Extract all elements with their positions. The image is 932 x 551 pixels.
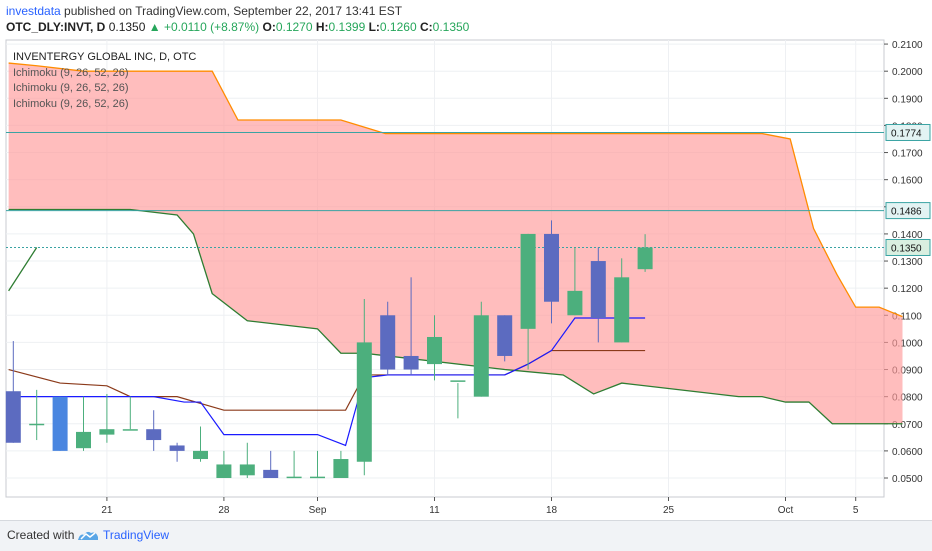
chart-legend: INVENTERGY GLOBAL INC, D, OTC Ichimoku (…	[13, 50, 196, 112]
candle-body	[52, 396, 68, 451]
legend-indicator-1[interactable]: Ichimoku (9, 26, 52, 26)	[13, 66, 129, 79]
candle-body	[637, 247, 653, 270]
price-axis-badge-label: 0.1486	[891, 207, 922, 218]
x-tick-label: Sep	[309, 505, 327, 516]
y-tick-label: 0.0500	[892, 474, 923, 485]
y-tick-label: 0.0700	[892, 420, 923, 431]
legend-title: INVENTERGY GLOBAL INC, D, OTC	[13, 51, 197, 63]
y-tick-label: 0.1700	[892, 149, 923, 160]
x-tick-label: 18	[546, 505, 558, 516]
price-axis-badge	[885, 238, 931, 256]
low-label: L:	[368, 20, 380, 34]
candle-body	[216, 464, 232, 479]
x-tick-label: 21	[101, 505, 113, 516]
x-tick-label: 5	[853, 505, 859, 516]
candle-body	[356, 342, 372, 462]
y-tick-label: 0.0600	[892, 447, 923, 458]
y-tick-label: 0.2100	[892, 40, 923, 51]
candle-body	[5, 391, 21, 443]
tenkan-sen-line	[8, 317, 646, 447]
y-tick-label: 0.1300	[892, 257, 923, 268]
y-tick-label: 0.0800	[892, 393, 923, 404]
last-price: 0.1350	[108, 20, 146, 34]
open-value: 0.1270	[275, 20, 313, 34]
y-tick-label: 0.1400	[892, 230, 923, 241]
candle-body	[497, 315, 513, 356]
price-axis-badge	[885, 123, 931, 141]
candle-body	[239, 464, 255, 476]
senkou-span-b-line	[8, 62, 903, 318]
candle-body	[29, 423, 45, 426]
candle-body	[169, 445, 185, 451]
candle-body	[122, 429, 138, 431]
candle-body	[193, 450, 208, 460]
y-tick-label: 0.1000	[892, 338, 923, 349]
senkou-span-a-line	[8, 208, 903, 425]
open-label: O:	[262, 20, 276, 34]
published-text: published on TradingView.com, September …	[60, 4, 403, 18]
candle-body	[263, 469, 279, 479]
candle-body	[286, 476, 302, 479]
candle-body	[614, 277, 630, 343]
candle-body	[544, 233, 559, 302]
high-value: 0.1399	[328, 20, 366, 34]
y-tick-label: 0.1900	[892, 94, 923, 105]
y-tick-label: 0.1200	[892, 284, 923, 295]
candle-body	[473, 315, 489, 397]
candle-body	[99, 429, 115, 435]
candle-body	[403, 355, 419, 370]
footer-bar: Created with TradingView	[0, 520, 932, 551]
x-tick-label: Oct	[778, 505, 794, 516]
publish-line: investdata published on TradingView.com,…	[6, 4, 402, 18]
candlestick-chart[interactable]: 0.21000.20000.19000.18000.17000.16000.15…	[0, 0, 932, 520]
ichimoku-cloud	[8, 63, 903, 424]
x-tick-label: 28	[218, 505, 230, 516]
symbol-label: OTC_DLY:INVT, D	[6, 20, 106, 34]
price-axis-badge-label: 0.1774	[891, 128, 922, 139]
legend-indicator-2[interactable]: Ichimoku (9, 26, 52, 26)	[13, 82, 129, 94]
created-with-text: Created with	[7, 528, 75, 542]
author-link[interactable]: investdata	[6, 4, 61, 18]
candle-body	[146, 429, 162, 441]
y-tick-label: 0.1600	[892, 176, 923, 187]
legend-indicator-3[interactable]: Ichimoku (9, 26, 52, 26)	[13, 97, 129, 110]
tradingview-logo-icon[interactable]	[76, 529, 100, 543]
candle-body	[450, 380, 466, 382]
price-axis-badge	[885, 202, 931, 220]
y-tick-label: 0.2000	[892, 67, 923, 78]
chart-header: investdata published on TradingView.com,…	[0, 0, 932, 38]
candle-body	[520, 233, 536, 329]
x-tick-label: 25	[663, 505, 675, 516]
y-tick-label: 0.0900	[892, 366, 923, 377]
candle-body	[76, 431, 91, 449]
quote-line: OTC_DLY:INVT, D 0.1350 ▲ +0.0110 (+8.87%…	[6, 20, 469, 34]
candle-body	[333, 459, 349, 479]
candle-body	[310, 476, 325, 479]
close-value: 0.1350	[432, 20, 470, 34]
price-change: ▲ +0.0110 (+8.87%)	[148, 20, 260, 34]
tradingview-brand-link[interactable]: TradingView	[103, 528, 170, 542]
candle-body	[567, 290, 583, 316]
price-axis-badge-label: 0.1350	[891, 243, 922, 254]
close-label: C:	[419, 20, 433, 34]
senkou-span-a-line-upper	[8, 247, 38, 292]
x-tick-label: 11	[429, 505, 440, 516]
y-tick-label: 0.1100	[892, 311, 922, 322]
candle-body	[590, 261, 606, 318]
candle-body	[380, 315, 396, 370]
low-value: 0.1260	[379, 20, 417, 34]
high-label: H:	[315, 20, 329, 34]
candle-body	[427, 336, 442, 365]
